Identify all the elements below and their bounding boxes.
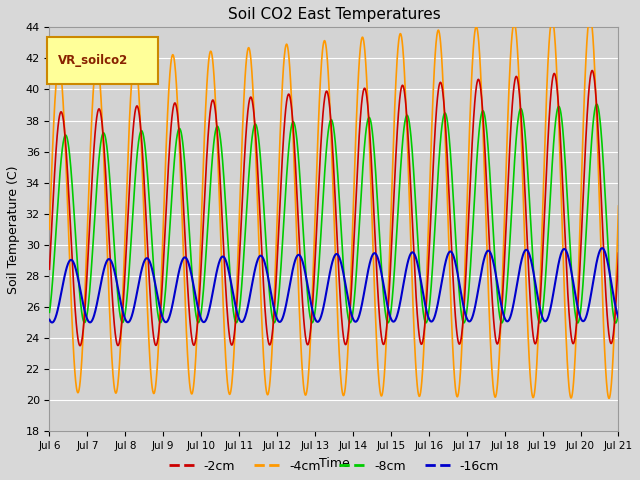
FancyBboxPatch shape — [47, 37, 157, 84]
Text: VR_soilco2: VR_soilco2 — [58, 54, 128, 67]
Legend: -2cm, -4cm, -8cm, -16cm: -2cm, -4cm, -8cm, -16cm — [164, 455, 504, 478]
X-axis label: Time: Time — [319, 456, 349, 469]
Title: Soil CO2 East Temperatures: Soil CO2 East Temperatures — [228, 7, 440, 22]
Y-axis label: Soil Temperature (C): Soil Temperature (C) — [7, 165, 20, 293]
